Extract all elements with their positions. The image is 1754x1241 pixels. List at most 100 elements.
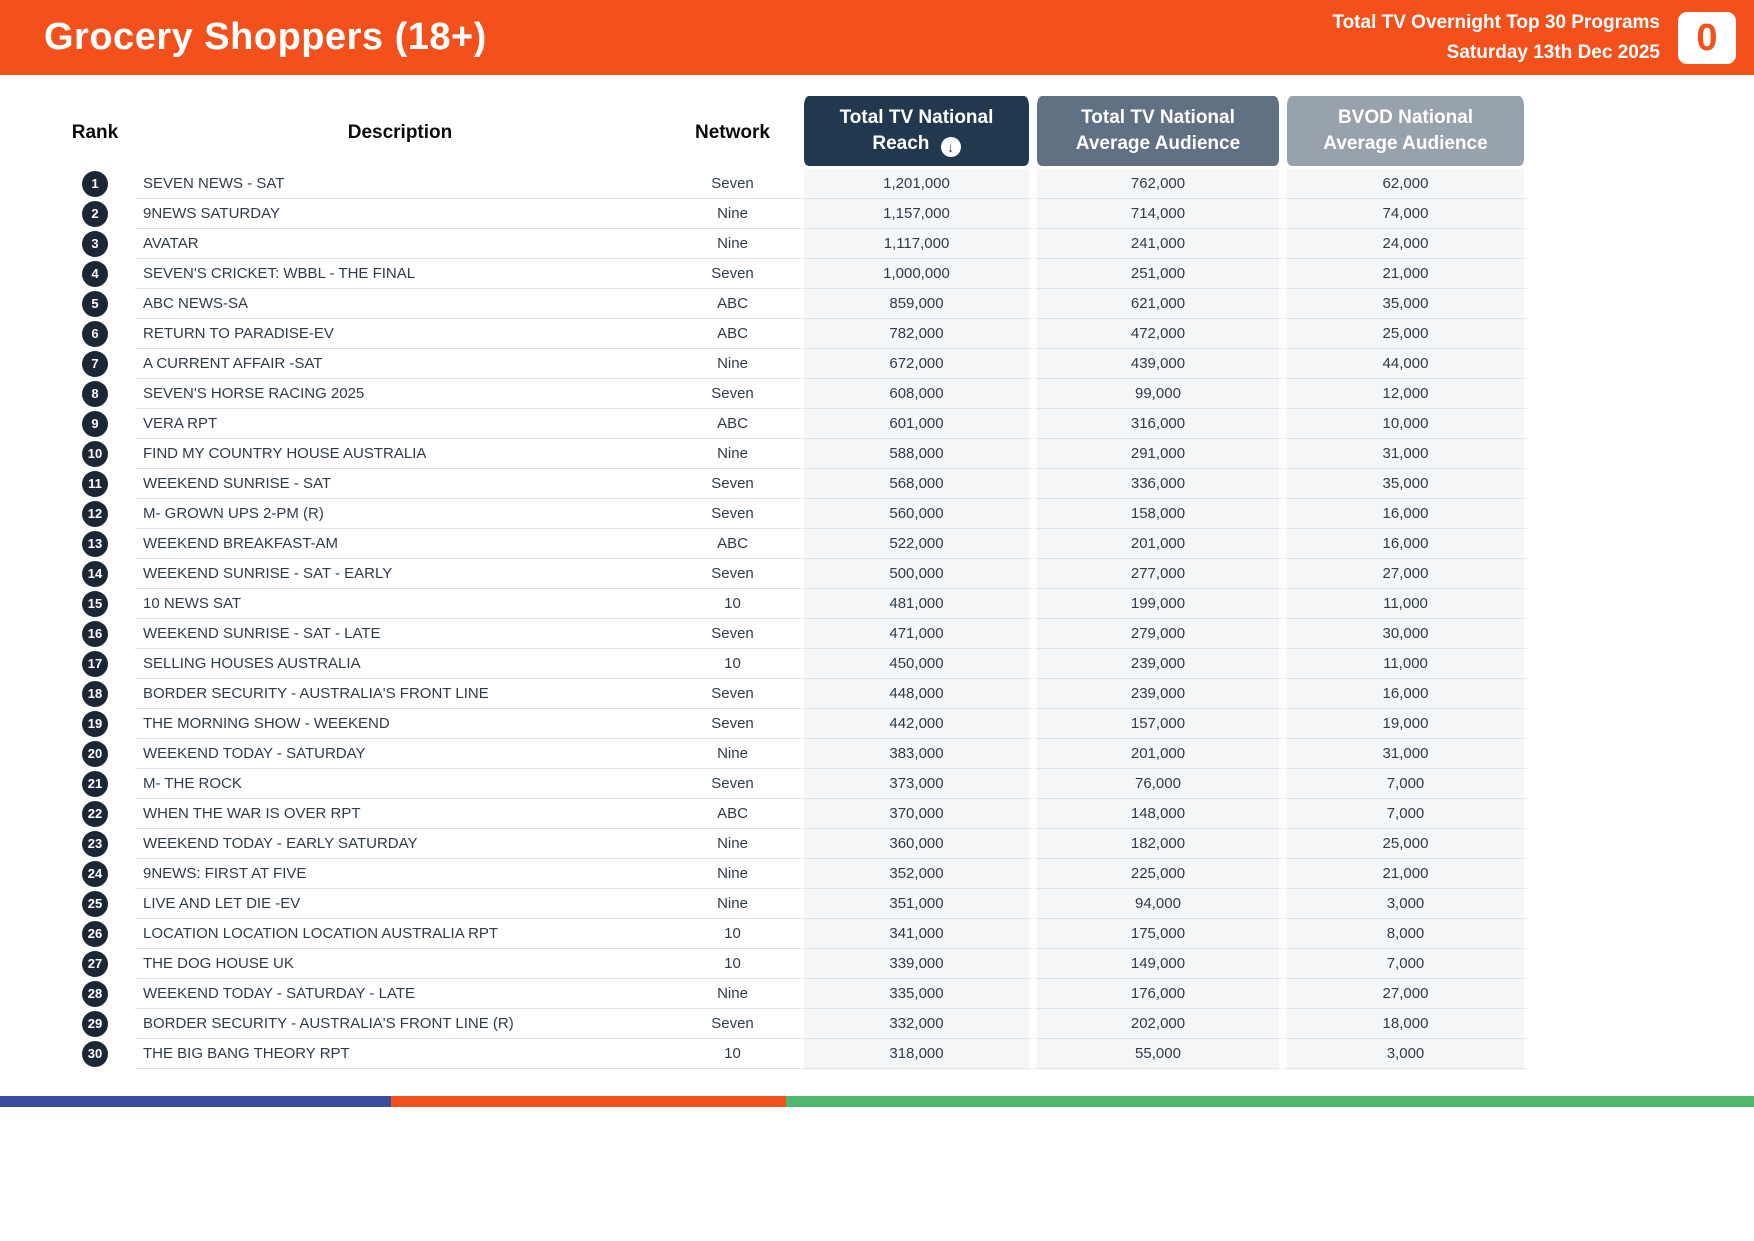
total-reach-cell: 335,000 [800, 979, 1033, 1009]
table-row: 14 WEEKEND SUNRISE - SAT - EARLY Seven 5… [55, 559, 1528, 589]
rank-badge: 2 [82, 200, 108, 227]
description-cell: 9NEWS SATURDAY [135, 199, 665, 229]
table-header-row: Rank Description Network Total TV Nation… [55, 96, 1528, 169]
network-cell: Seven [665, 469, 800, 499]
report-date: Saturday 13th Dec 2025 [1446, 41, 1660, 63]
col-header-description: Description [135, 96, 665, 169]
rank-cell: 29 [55, 1009, 135, 1039]
brand-logo-icon: 0 [1696, 16, 1718, 59]
total-reach-cell: 318,000 [800, 1039, 1033, 1069]
description-cell: A CURRENT AFFAIR -SAT [135, 349, 665, 379]
table-container: Rank Description Network Total TV Nation… [0, 75, 1754, 1069]
bvod-audience-cell: 16,000 [1283, 499, 1528, 529]
total-reach-cell: 383,000 [800, 739, 1033, 769]
avg-audience-cell: 94,000 [1033, 889, 1283, 919]
avg-audience-cell: 336,000 [1033, 469, 1283, 499]
rank-badge: 3 [82, 230, 108, 257]
rank-badge: 20 [82, 740, 108, 767]
rank-cell: 18 [55, 679, 135, 709]
description-cell: SEVEN'S HORSE RACING 2025 [135, 379, 665, 409]
rank-badge: 22 [82, 800, 108, 827]
avg-audience-cell: 239,000 [1033, 649, 1283, 679]
table-row: 11 WEEKEND SUNRISE - SAT Seven 568,000 3… [55, 469, 1528, 499]
rank-badge: 10 [82, 440, 108, 467]
description-cell: ABC NEWS-SA [135, 289, 665, 319]
avg-audience-cell: 201,000 [1033, 529, 1283, 559]
table-body: 1 SEVEN NEWS - SAT Seven 1,201,000 762,0… [55, 169, 1528, 1069]
description-cell: WEEKEND TODAY - EARLY SATURDAY [135, 829, 665, 859]
table-row: 16 WEEKEND SUNRISE - SAT - LATE Seven 47… [55, 619, 1528, 649]
rank-cell: 24 [55, 859, 135, 889]
footer-segment-orange [391, 1096, 786, 1107]
description-cell: THE DOG HOUSE UK [135, 949, 665, 979]
table-row: 10 FIND MY COUNTRY HOUSE AUSTRALIA Nine … [55, 439, 1528, 469]
description-cell: RETURN TO PARADISE-EV [135, 319, 665, 349]
avg-audience-cell: 714,000 [1033, 199, 1283, 229]
rank-badge: 27 [82, 950, 108, 977]
avg-audience-cell: 99,000 [1033, 379, 1283, 409]
avg-audience-cell: 277,000 [1033, 559, 1283, 589]
table-row: 6 RETURN TO PARADISE-EV ABC 782,000 472,… [55, 319, 1528, 349]
description-cell: SEVEN NEWS - SAT [135, 169, 665, 199]
bvod-audience-cell: 24,000 [1283, 229, 1528, 259]
avg-audience-cell: 157,000 [1033, 709, 1283, 739]
avg-audience-cell: 201,000 [1033, 739, 1283, 769]
avg-audience-cell: 291,000 [1033, 439, 1283, 469]
report-subtitle-line1: Total TV Overnight Top 30 Programs [1332, 12, 1660, 34]
network-cell: ABC [665, 529, 800, 559]
network-cell: ABC [665, 289, 800, 319]
network-cell: ABC [665, 409, 800, 439]
total-reach-cell: 471,000 [800, 619, 1033, 649]
avg-audience-cell: 76,000 [1033, 769, 1283, 799]
description-cell: WEEKEND BREAKFAST-AM [135, 529, 665, 559]
table-row: 29 BORDER SECURITY - AUSTRALIA'S FRONT L… [55, 1009, 1528, 1039]
network-cell: 10 [665, 589, 800, 619]
table-row: 20 WEEKEND TODAY - SATURDAY Nine 383,000… [55, 739, 1528, 769]
rank-badge: 9 [82, 410, 108, 437]
banner-right: Total TV Overnight Top 30 Programs Satur… [1332, 8, 1736, 67]
description-cell: WEEKEND TODAY - SATURDAY - LATE [135, 979, 665, 1009]
network-cell: Nine [665, 739, 800, 769]
rank-badge: 15 [82, 590, 108, 617]
network-cell: Seven [665, 259, 800, 289]
bvod-audience-cell: 8,000 [1283, 919, 1528, 949]
network-cell: Nine [665, 829, 800, 859]
table-row: 7 A CURRENT AFFAIR -SAT Nine 672,000 439… [55, 349, 1528, 379]
table-row: 8 SEVEN'S HORSE RACING 2025 Seven 608,00… [55, 379, 1528, 409]
avg-audience-cell: 279,000 [1033, 619, 1283, 649]
bvod-audience-cell: 11,000 [1283, 649, 1528, 679]
total-reach-cell: 339,000 [800, 949, 1033, 979]
total-reach-cell: 448,000 [800, 679, 1033, 709]
bvod-audience-cell: 11,000 [1283, 589, 1528, 619]
footer-segment-green [785, 1096, 1754, 1107]
brand-logo: 0 [1678, 11, 1736, 64]
avg-audience-cell: 202,000 [1033, 1009, 1283, 1039]
table-row: 12 M- GROWN UPS 2-PM (R) Seven 560,000 1… [55, 499, 1528, 529]
col-header-bvod-audience[interactable]: BVOD National Average Audience [1283, 96, 1528, 169]
rank-cell: 11 [55, 469, 135, 499]
total-reach-cell: 1,117,000 [800, 229, 1033, 259]
total-reach-cell: 1,201,000 [800, 169, 1033, 199]
rank-badge: 5 [82, 290, 108, 317]
table-row: 2 9NEWS SATURDAY Nine 1,157,000 714,000 … [55, 199, 1528, 229]
description-cell: WHEN THE WAR IS OVER RPT [135, 799, 665, 829]
total-reach-cell: 782,000 [800, 319, 1033, 349]
avg-audience-cell: 241,000 [1033, 229, 1283, 259]
col-header-avg-audience[interactable]: Total TV National Average Audience [1033, 96, 1283, 169]
total-reach-cell: 481,000 [800, 589, 1033, 619]
description-cell: 9NEWS: FIRST AT FIVE [135, 859, 665, 889]
table-row: 21 M- THE ROCK Seven 373,000 76,000 7,00… [55, 769, 1528, 799]
network-cell: Seven [665, 1009, 800, 1039]
col-header-total-reach[interactable]: Total TV National Reach ↓ [800, 96, 1033, 169]
table-row: 17 SELLING HOUSES AUSTRALIA 10 450,000 2… [55, 649, 1528, 679]
description-cell: SELLING HOUSES AUSTRALIA [135, 649, 665, 679]
avg-audience-cell: 472,000 [1033, 319, 1283, 349]
network-cell: Seven [665, 499, 800, 529]
bvod-audience-cell: 7,000 [1283, 769, 1528, 799]
total-reach-cell: 588,000 [800, 439, 1033, 469]
table-row: 13 WEEKEND BREAKFAST-AM ABC 522,000 201,… [55, 529, 1528, 559]
bvod-audience-cell: 19,000 [1283, 709, 1528, 739]
rank-cell: 19 [55, 709, 135, 739]
table-row: 22 WHEN THE WAR IS OVER RPT ABC 370,000 … [55, 799, 1528, 829]
avg-audience-cell: 148,000 [1033, 799, 1283, 829]
